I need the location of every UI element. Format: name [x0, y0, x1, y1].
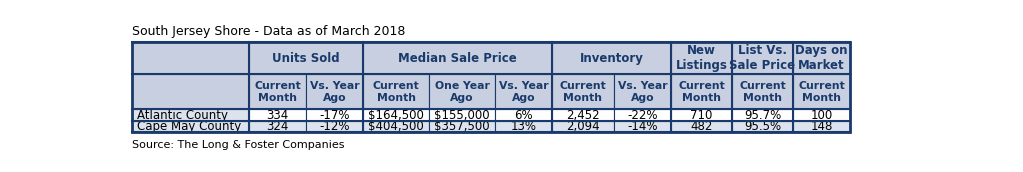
Bar	[363, 74, 430, 109]
Bar	[132, 121, 250, 132]
Bar	[132, 74, 250, 109]
Bar	[306, 109, 363, 121]
Bar	[306, 74, 363, 109]
Bar	[495, 109, 552, 121]
Bar	[614, 121, 671, 132]
Text: 710: 710	[691, 109, 713, 121]
Text: Median Sale Price: Median Sale Price	[398, 52, 517, 64]
Bar	[250, 74, 306, 109]
Bar	[552, 42, 671, 74]
Bar	[363, 42, 552, 74]
Text: Source: The Long & Foster Companies: Source: The Long & Foster Companies	[132, 140, 345, 150]
Text: -12%: -12%	[319, 120, 350, 133]
Bar	[671, 121, 732, 132]
Text: 95.7%: 95.7%	[744, 109, 782, 121]
Text: South Jersey Shore - Data as of March 2018: South Jersey Shore - Data as of March 20…	[132, 25, 405, 38]
Bar	[132, 109, 250, 121]
Text: 13%: 13%	[510, 120, 536, 133]
Bar	[732, 42, 793, 74]
Text: Vs. Year
Ago: Vs. Year Ago	[498, 81, 548, 103]
Text: $404,500: $404,500	[368, 120, 425, 133]
Text: Atlantic County: Atlantic County	[137, 109, 227, 121]
Text: 95.5%: 95.5%	[744, 120, 782, 133]
Text: Current
Month: Current Month	[372, 81, 419, 103]
Text: Days on
Market: Days on Market	[795, 44, 848, 72]
Text: 100: 100	[810, 109, 833, 121]
Bar	[552, 121, 614, 132]
Text: Current
Month: Current Month	[798, 81, 845, 103]
Bar	[614, 109, 671, 121]
Text: List Vs.
Sale Price: List Vs. Sale Price	[729, 44, 796, 72]
Text: 2,452: 2,452	[566, 109, 599, 121]
Text: $155,000: $155,000	[434, 109, 490, 121]
Text: 148: 148	[810, 120, 833, 133]
Bar	[132, 42, 850, 132]
Bar	[430, 109, 495, 121]
Text: -14%: -14%	[627, 120, 658, 133]
Bar	[732, 121, 793, 132]
Text: -17%: -17%	[319, 109, 350, 121]
Bar	[732, 74, 793, 109]
Text: -22%: -22%	[627, 109, 658, 121]
Text: $357,500: $357,500	[434, 120, 490, 133]
Text: 6%: 6%	[515, 109, 533, 121]
Bar	[793, 109, 850, 121]
Bar	[250, 42, 363, 74]
Bar	[306, 121, 363, 132]
Text: Vs. Year
Ago: Vs. Year Ago	[618, 81, 667, 103]
Bar	[732, 109, 793, 121]
Bar	[793, 121, 850, 132]
Text: Vs. Year
Ago: Vs. Year Ago	[310, 81, 360, 103]
Bar	[793, 42, 850, 74]
Bar	[495, 74, 552, 109]
Text: 324: 324	[267, 120, 288, 133]
Text: Current
Month: Current Month	[740, 81, 786, 103]
Bar	[132, 42, 250, 74]
Text: Inventory: Inventory	[580, 52, 643, 64]
Text: Current
Month: Current Month	[255, 81, 301, 103]
Bar	[363, 121, 430, 132]
Text: Current
Month: Current Month	[678, 81, 725, 103]
Text: 2,094: 2,094	[566, 120, 599, 133]
Text: One Year
Ago: One Year Ago	[435, 81, 489, 103]
Text: 482: 482	[691, 120, 713, 133]
Text: $164,500: $164,500	[368, 109, 425, 121]
Bar	[363, 109, 430, 121]
Bar	[430, 121, 495, 132]
Bar	[552, 109, 614, 121]
Bar	[430, 74, 495, 109]
Bar	[671, 74, 732, 109]
Bar	[250, 109, 306, 121]
Bar	[614, 74, 671, 109]
Text: Current
Month: Current Month	[560, 81, 607, 103]
Bar	[671, 109, 732, 121]
Text: 334: 334	[267, 109, 288, 121]
Bar	[552, 74, 614, 109]
Bar	[250, 121, 306, 132]
Bar	[793, 74, 850, 109]
Text: Cape May County: Cape May County	[137, 120, 240, 133]
Text: Units Sold: Units Sold	[272, 52, 340, 64]
Bar	[495, 121, 552, 132]
Text: New
Listings: New Listings	[675, 44, 727, 72]
Bar	[671, 42, 732, 74]
